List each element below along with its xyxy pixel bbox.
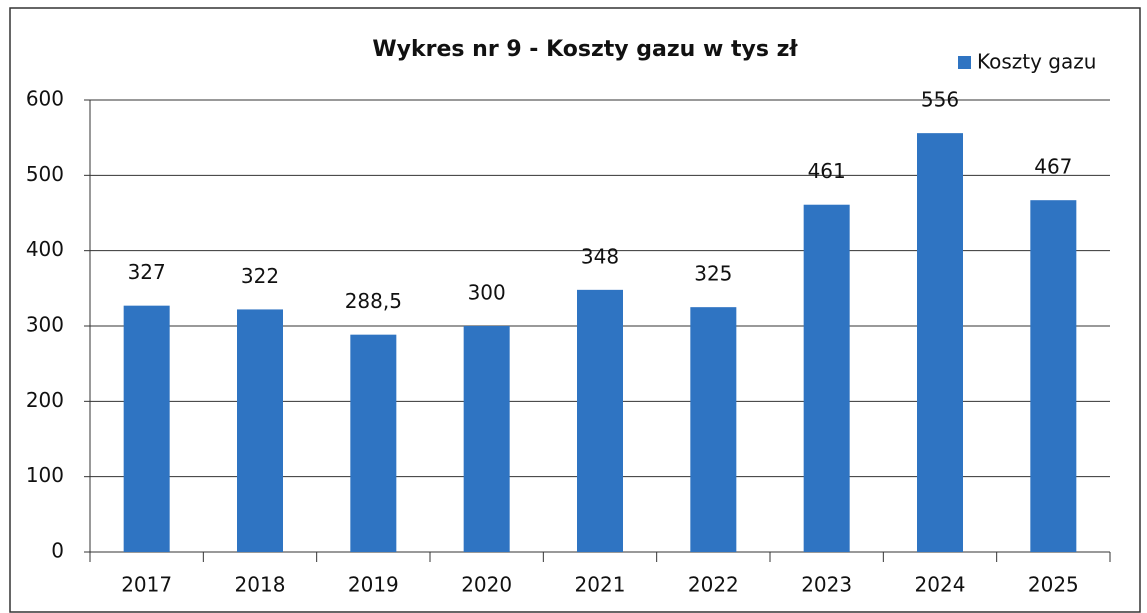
data-label: 467 [1034,155,1072,179]
x-tick-label: 2017 [121,573,172,597]
bar [350,334,397,552]
chart-title: Wykres nr 9 - Koszty gazu w tys zł [372,37,798,62]
data-label: 556 [921,88,959,112]
x-tick-label: 2022 [688,573,739,597]
bar [463,326,510,552]
x-tick-label: 2019 [348,573,399,597]
x-tick-label: 2020 [461,573,512,597]
bar [237,309,283,552]
legend-label: Koszty gazu [977,50,1096,74]
x-tick-label: 2018 [235,573,286,597]
y-tick-label: 0 [51,539,64,563]
data-label: 322 [241,264,279,288]
y-tick-label: 100 [26,463,64,487]
bar [690,307,737,552]
x-tick-label: 2024 [915,573,966,597]
x-tick-label: 2021 [575,573,626,597]
data-label: 327 [128,260,166,284]
bar [1030,200,1077,552]
y-tick-label: 500 [26,162,64,186]
data-label: 325 [694,262,732,286]
data-label: 288,5 [345,289,402,313]
data-label: 461 [808,159,846,183]
y-tick-label: 200 [26,388,64,412]
data-label: 300 [468,281,506,305]
chart-frame [9,7,1141,613]
y-tick-label: 600 [26,87,64,111]
bar [123,305,170,552]
y-tick-label: 300 [26,313,64,337]
bar [917,133,963,552]
y-tick-label: 400 [26,237,64,261]
bar [577,289,623,552]
data-label: 348 [581,244,619,268]
x-tick-label: 2025 [1028,573,1079,597]
legend-swatch [958,56,971,69]
x-tick-label: 2023 [801,573,852,597]
bar [803,204,850,553]
